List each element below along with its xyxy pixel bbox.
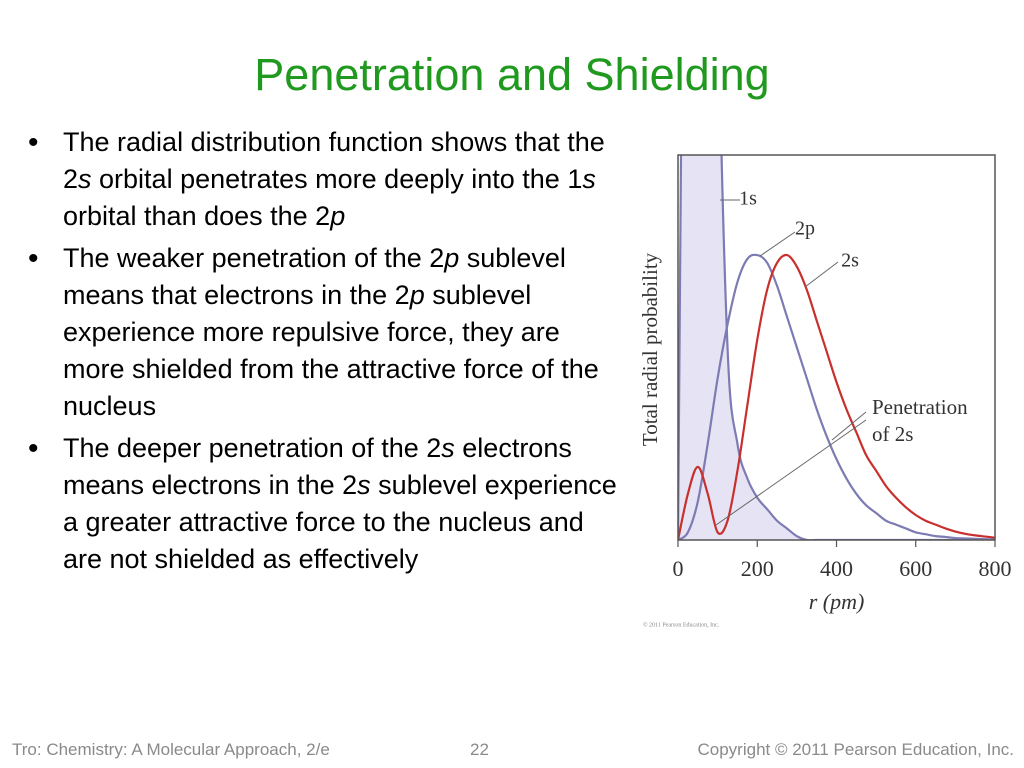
- text-run: p: [330, 201, 346, 231]
- text-run: The deeper penetration of the 2: [63, 433, 442, 463]
- bullet: The deeper penetration of the 2s electro…: [28, 430, 628, 578]
- x-tick-label: 600: [899, 556, 932, 581]
- annotation: Penetration: [872, 395, 968, 419]
- text-run: The radial distribution function shows t…: [63, 127, 605, 194]
- x-tick-label: 0: [673, 556, 684, 581]
- text-run: p: [444, 243, 460, 273]
- text-run: sublevel experience more repulsive force…: [63, 280, 599, 421]
- text-run: s: [582, 164, 596, 194]
- text-run: sublevel experience a greater attractive…: [63, 470, 617, 574]
- text-run: electrons means electrons in the 2: [63, 433, 572, 500]
- footer-copyright: Copyright © 2011 Pearson Education, Inc.: [697, 740, 1014, 759]
- annotation-leader: [831, 411, 867, 441]
- text-run: p: [409, 280, 425, 310]
- leader-line: [759, 231, 796, 257]
- bullet: The radial distribution function shows t…: [28, 124, 628, 235]
- series-label: 2s: [841, 250, 859, 272]
- footer-source: Tro: Chemistry: A Molecular Approach, 2/…: [12, 740, 330, 759]
- line: [678, 155, 995, 540]
- x-axis-label: r (pm): [809, 589, 865, 614]
- series-label: 2p: [795, 218, 815, 240]
- page-number: 22: [470, 740, 489, 759]
- bullet: The weaker penetration of the 2p subleve…: [28, 240, 628, 425]
- x-tick-label: 400: [820, 556, 853, 581]
- text-run: The weaker penetration of the 2: [63, 243, 445, 273]
- text-run: orbital penetrates more deeply into the …: [91, 164, 583, 194]
- y-axis-label: Total radial probability: [638, 252, 662, 446]
- text-run: s: [78, 164, 92, 194]
- slide-title: Penetration and Shielding: [254, 49, 770, 100]
- image-credit: © 2011 Pearson Education, Inc.: [643, 621, 720, 628]
- line: [678, 253, 995, 540]
- text-run: s: [441, 433, 455, 463]
- annotation: of 2s: [872, 422, 913, 446]
- text-run: sublevel means that electrons in the 2: [63, 243, 566, 310]
- annotation-leader: [715, 419, 867, 526]
- series-label: 1s: [739, 188, 757, 210]
- x-tick-label: 800: [979, 556, 1012, 581]
- leader-line: [804, 261, 839, 288]
- x-tick-label: 200: [741, 556, 774, 581]
- line: [678, 253, 995, 540]
- text-run: orbital than does the 2: [63, 201, 331, 231]
- text-run: s: [357, 470, 371, 500]
- plot-area: [678, 155, 995, 540]
- bullet-list: The radial distribution function shows t…: [28, 124, 628, 583]
